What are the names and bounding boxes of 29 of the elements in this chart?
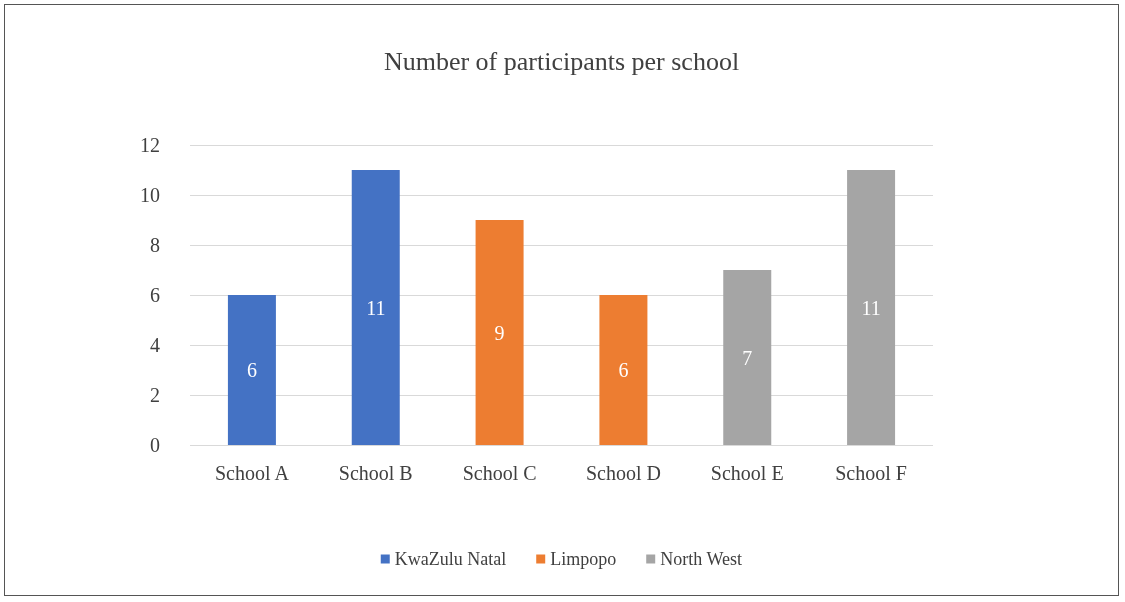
bar [847, 170, 896, 445]
data-label: 6 [618, 359, 629, 381]
y-tick-label: 8 [150, 234, 160, 256]
bar [475, 220, 524, 445]
data-label: 6 [246, 359, 257, 381]
x-tick-label: School E [710, 462, 784, 484]
bar [351, 170, 400, 445]
x-tick-label: School D [585, 462, 661, 484]
y-tick-label: 4 [150, 334, 160, 356]
data-label: 7 [742, 346, 753, 369]
legend-label: KwaZulu Natal [394, 549, 507, 569]
data-label: 11 [366, 296, 386, 319]
bar [227, 295, 276, 445]
bar [723, 270, 772, 445]
legend-label: Limpopo [550, 549, 617, 569]
legend-label: North West [660, 549, 742, 569]
x-tick-label: School A [214, 462, 290, 484]
x-tick-label: School C [462, 462, 537, 484]
data-label: 9 [494, 321, 505, 344]
y-tick-label: 6 [150, 284, 160, 306]
chart-title: Number of participants per school [383, 46, 740, 76]
bar [599, 295, 648, 445]
y-tick-label: 10 [140, 184, 160, 206]
y-tick-label: 12 [140, 134, 160, 156]
x-tick-label: School F [835, 462, 907, 484]
data-label: 11 [861, 296, 881, 319]
x-tick-label: School B [338, 462, 413, 484]
y-tick-label: 0 [150, 434, 160, 456]
y-tick-label: 2 [150, 384, 160, 406]
